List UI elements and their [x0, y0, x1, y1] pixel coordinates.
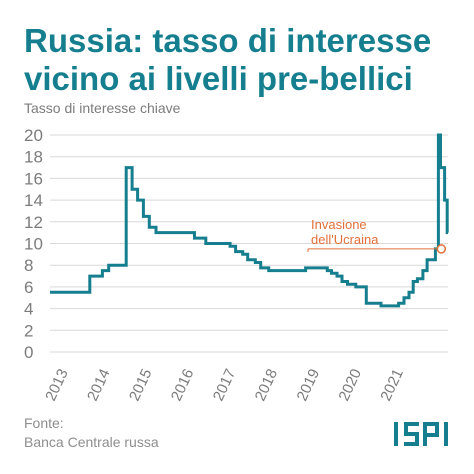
y-tick-label: 2: [24, 321, 33, 340]
x-tick-label: 2021: [377, 366, 407, 403]
invasion-marker: [436, 244, 447, 254]
x-tick-label: 2015: [126, 366, 156, 403]
rate-series-line: [50, 133, 449, 308]
y-tick-label: 8: [24, 256, 33, 275]
y-axis-label: Tasso di interesse chiave: [24, 100, 181, 116]
x-tick-label: 2020: [335, 366, 365, 403]
source-note: Fonte: Banca Centrale russa: [24, 414, 159, 452]
annotation-label: Invasione: [311, 217, 367, 232]
y-tick-label: 14: [24, 191, 43, 210]
y-tick-label: 0: [24, 343, 33, 362]
x-tick-label: 2018: [252, 366, 282, 403]
x-tick-label: 2017: [210, 366, 240, 403]
y-tick-label: 4: [24, 300, 33, 319]
x-tick-label: 2019: [294, 366, 324, 403]
y-tick-label: 6: [24, 278, 33, 297]
y-tick-label: 20: [24, 126, 43, 145]
title-line-1: Russia: tasso di interesse: [24, 22, 432, 59]
y-tick-label: 10: [24, 235, 43, 254]
y-tick-label: 18: [24, 148, 43, 167]
title-line-2: vicino ai livelli pre-bellici: [24, 60, 413, 97]
annotation-label: dell'Ucraina: [311, 232, 379, 247]
y-tick-label: 16: [24, 169, 43, 188]
ispi-logo: [394, 422, 448, 446]
source-label: Fonte:: [24, 415, 64, 431]
x-tick-label: 2016: [168, 366, 198, 403]
source-text: Banca Centrale russa: [24, 434, 159, 450]
y-tick-label: 12: [24, 213, 43, 232]
x-tick-label: 2013: [42, 366, 72, 403]
chart-title: Russia: tasso di interesse vicino ai liv…: [24, 22, 464, 98]
x-tick-label: 2014: [84, 366, 114, 403]
